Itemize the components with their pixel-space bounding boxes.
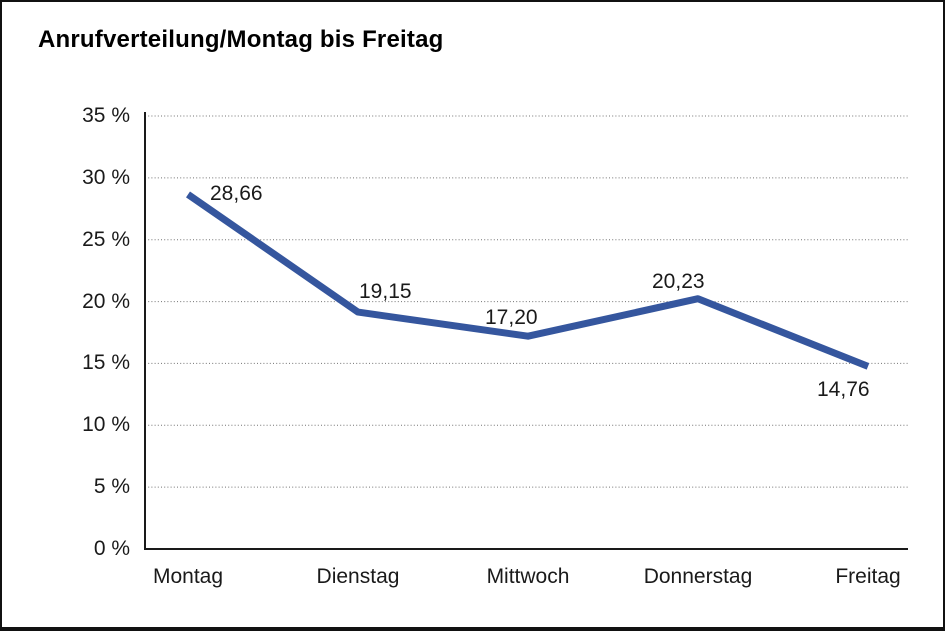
y-axis-tick-label: 20 % — [82, 289, 130, 313]
y-axis-tick-label: 5 % — [93, 475, 130, 499]
x-axis-category-label: Mittwoch — [486, 565, 570, 588]
data-point-label: 28,66 — [210, 182, 263, 206]
x-axis-category-label: Donnerstag — [643, 565, 753, 588]
x-axis-category-label: Freitag — [835, 565, 901, 588]
data-point-label: 19,15 — [359, 280, 412, 304]
chart-title: Anrufverteilung/Montag bis Freitag — [38, 26, 444, 53]
x-axis-category-label: Montag — [152, 565, 224, 588]
y-axis-tick-label: 25 % — [82, 227, 130, 251]
data-point-label: 20,23 — [652, 269, 705, 293]
x-axis-category-label: Dienstag — [316, 565, 400, 588]
data-point-label: 14,76 — [817, 378, 870, 402]
y-axis-tick-label: 30 % — [82, 165, 130, 189]
y-axis-tick-label: 10 % — [82, 413, 130, 437]
data-point-label: 17,20 — [485, 306, 538, 330]
y-axis-tick-label: 15 % — [82, 351, 130, 375]
y-axis-tick-label: 0 % — [93, 537, 130, 560]
y-axis-tick-label: 35 % — [82, 104, 130, 127]
series-line — [186, 191, 870, 370]
